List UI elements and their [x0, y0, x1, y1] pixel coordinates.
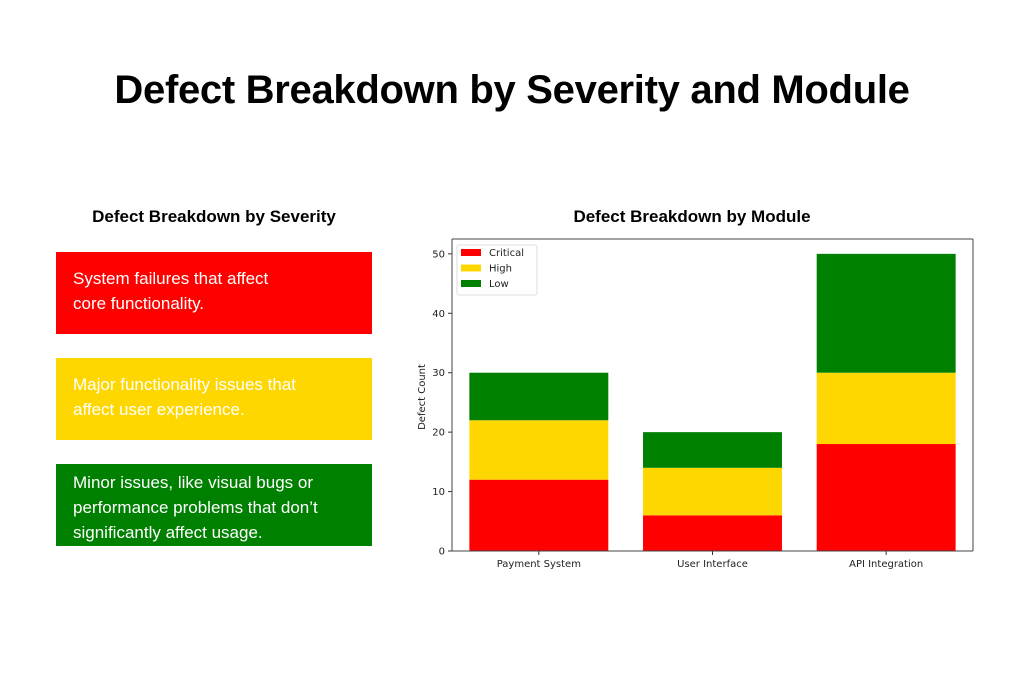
x-tick-label: User Interface — [677, 559, 748, 570]
y-tick-label: 10 — [432, 487, 445, 498]
chart-title: Defect Breakdown by Module — [573, 207, 811, 226]
card-text-line: Major functionality issues that — [73, 375, 296, 394]
page-title: Defect Breakdown by Severity and Module — [114, 68, 910, 112]
legend-swatch-critical — [461, 249, 481, 256]
card-text-line: affect user experience. — [73, 400, 245, 419]
legend-label-high: High — [489, 264, 512, 275]
bar-segment-high — [643, 467, 782, 516]
bar-segment-low — [643, 432, 782, 468]
bar-segment-critical — [469, 479, 609, 551]
card-text-line: performance problems that don’t — [73, 498, 318, 517]
y-tick-label: 0 — [439, 547, 445, 558]
severity-card-low: Minor issues, like visual bugs or perfor… — [56, 464, 372, 546]
x-tick-label: API Integration — [849, 559, 923, 570]
y-tick-label: 50 — [432, 249, 445, 260]
severity-panel-title: Defect Breakdown by Severity — [92, 207, 336, 226]
card-text-line: System failures that affect — [73, 269, 269, 288]
bar-segment-high — [816, 372, 956, 445]
y-tick-label: 20 — [432, 428, 445, 439]
severity-card-high: Major functionality issues that affect u… — [56, 358, 372, 440]
x-tick-label: Payment System — [497, 559, 581, 570]
card-text-line: core functionality. — [73, 294, 205, 313]
bar-segment-low — [816, 253, 956, 373]
bar-segment-high — [469, 420, 609, 480]
module-chart: Payment System User Interface API Integrat… — [417, 238, 974, 570]
y-tick-label: 30 — [432, 368, 445, 379]
bar-segment-low — [469, 372, 609, 421]
legend-label-low: Low — [489, 279, 509, 290]
severity-card-critical: System failures that affect core functio… — [56, 252, 372, 334]
legend-swatch-high — [461, 264, 481, 272]
y-axis-label: Defect Count — [417, 364, 428, 430]
y-tick-label: 40 — [432, 309, 445, 320]
card-text-line: significantly affect usage. — [73, 523, 263, 542]
legend-label-critical: Critical — [489, 248, 524, 259]
bar-segment-critical — [643, 515, 782, 551]
bar-segment-critical — [816, 444, 956, 551]
card-text-line: Minor issues, like visual bugs or — [73, 473, 313, 492]
legend-swatch-low — [461, 280, 481, 287]
